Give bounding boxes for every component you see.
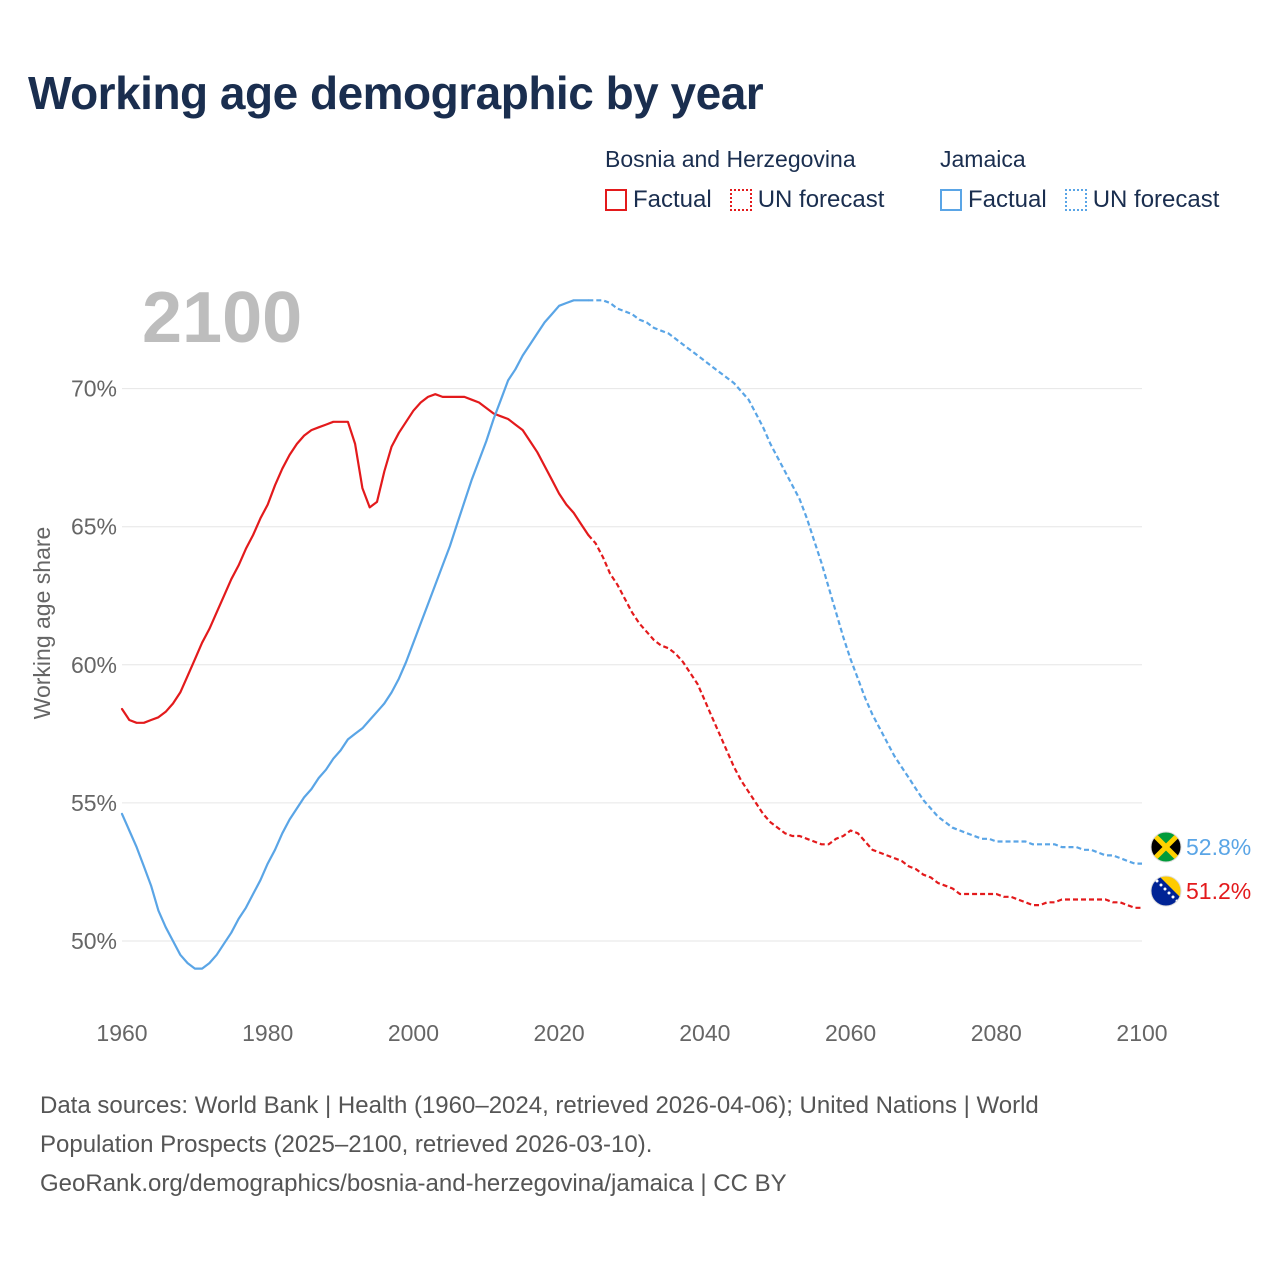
series-line-jamaica-factual[interactable]: [120, 299, 590, 970]
legend-group-name: Jamaica: [940, 146, 1026, 172]
legend-group-name: Bosnia and Herzegovina: [605, 146, 856, 172]
legend-swatch-dotted: [729, 189, 752, 211]
line-chart: 2100 50% 55% 60% 65% 70% 1960 1980 2000 2020 2040…: [29, 278, 1251, 1046]
bosnia-and-herzegovina-flag: [1150, 875, 1182, 907]
legend-item-jamaica-forecast[interactable]: UN forecast: [1064, 186, 1220, 214]
legend-item-jamaica-factual[interactable]: Factual: [940, 186, 1047, 214]
year-watermark: 2100: [142, 278, 302, 358]
x-tick-label: 1980: [242, 1020, 293, 1046]
sources-line[interactable]: GeoRank.org/demographics/bosnia-and-herz…: [40, 1170, 787, 1197]
legend-item-bosnia-forecast[interactable]: UN forecast: [729, 186, 885, 214]
end-label-bosnia: 51.2%: [1186, 878, 1251, 904]
y-axis-label: Working age share: [29, 527, 55, 720]
sources-line: Population Prospects (2025–2100, retriev…: [40, 1131, 653, 1158]
x-tick-label: 2100: [1116, 1020, 1167, 1046]
end-label-jamaica: 52.8%: [1186, 834, 1251, 860]
x-tick-label: 2080: [971, 1020, 1022, 1046]
sources-line: Data sources: World Bank | Health (1960–…: [40, 1092, 1039, 1119]
jamaica-flag: [1150, 831, 1182, 863]
x-tick-label: 2020: [534, 1020, 585, 1046]
legend-group-jamaica: Jamaica Factual UN forecast: [940, 144, 1237, 214]
legend-swatch-dotted: [1064, 189, 1087, 211]
legend-label: UN forecast: [757, 186, 885, 213]
y-tick-label: 70%: [71, 376, 117, 402]
y-tick-label: 55%: [71, 790, 117, 816]
data-sources: Data sources: World Bank | Health (1960–…: [40, 1086, 1240, 1203]
series-line-jamaica-forecast[interactable]: [588, 299, 1142, 865]
legend-label: Factual: [633, 186, 712, 213]
legend-label: Factual: [968, 186, 1047, 213]
x-tick-label: 2040: [679, 1020, 730, 1046]
series-line-bosnia-forecast[interactable]: [587, 534, 1142, 909]
y-tick-label: 50%: [71, 928, 117, 954]
chart-title: Working age demographic by year: [28, 67, 764, 119]
legend-group-bosnia: Bosnia and Herzegovina Factual UN foreca…: [605, 144, 902, 214]
legend-swatch-solid: [940, 189, 962, 211]
legend-label: UN forecast: [1092, 186, 1220, 213]
x-tick-label: 1960: [96, 1020, 147, 1046]
x-tick-label: 2060: [825, 1020, 876, 1046]
y-tick-label: 60%: [71, 652, 117, 678]
legend-item-bosnia-factual[interactable]: Factual: [605, 186, 712, 214]
series-line-bosnia-factual[interactable]: [120, 393, 590, 724]
legend-swatch-solid: [605, 189, 627, 211]
y-tick-label: 65%: [71, 514, 117, 540]
x-tick-label: 2000: [388, 1020, 439, 1046]
